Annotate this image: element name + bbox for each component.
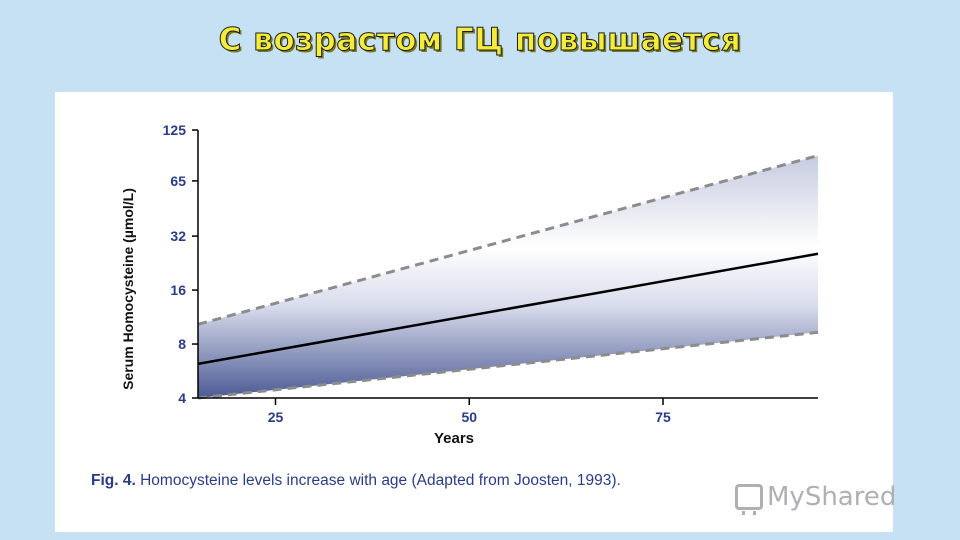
mean-line bbox=[197, 252, 819, 366]
watermark-text: MyShared bbox=[767, 482, 897, 512]
x-axis-label: Years bbox=[434, 430, 474, 447]
confidence-band bbox=[198, 155, 818, 398]
homocysteine-age-chart: 4 8 16 32 65 125 25 50 75 Serum Homocysteine (µm… bbox=[120, 122, 819, 447]
figure-card: 4 8 16 32 65 125 25 50 75 Serum Homocysteine (µm… bbox=[55, 92, 897, 532]
y-tick-label: 125 bbox=[163, 122, 187, 138]
y-axis-label: Serum Homocysteine (µmol/L) bbox=[120, 188, 136, 390]
y-tick-label: 65 bbox=[170, 173, 186, 189]
slide-title: С возрастом ГЦ повышается bbox=[218, 22, 742, 59]
y-tick-label: 16 bbox=[170, 282, 186, 298]
watermark: MyShared bbox=[735, 482, 897, 515]
x-tick-label: 50 bbox=[461, 409, 477, 425]
caption-label: Fig. 4. bbox=[91, 472, 136, 489]
y-tick-label: 4 bbox=[178, 390, 186, 406]
y-tick-label: 8 bbox=[178, 336, 186, 352]
caption-text: Homocysteine levels increase with age (A… bbox=[135, 472, 621, 489]
x-tick-label: 25 bbox=[268, 409, 284, 425]
upper-bound-line bbox=[197, 154, 819, 326]
x-tick-label: 75 bbox=[655, 409, 671, 425]
y-tick-label: 32 bbox=[170, 228, 186, 244]
figure-caption: Fig. 4. Homocysteine levels increase wit… bbox=[91, 472, 621, 490]
presentation-board-icon bbox=[735, 484, 763, 515]
